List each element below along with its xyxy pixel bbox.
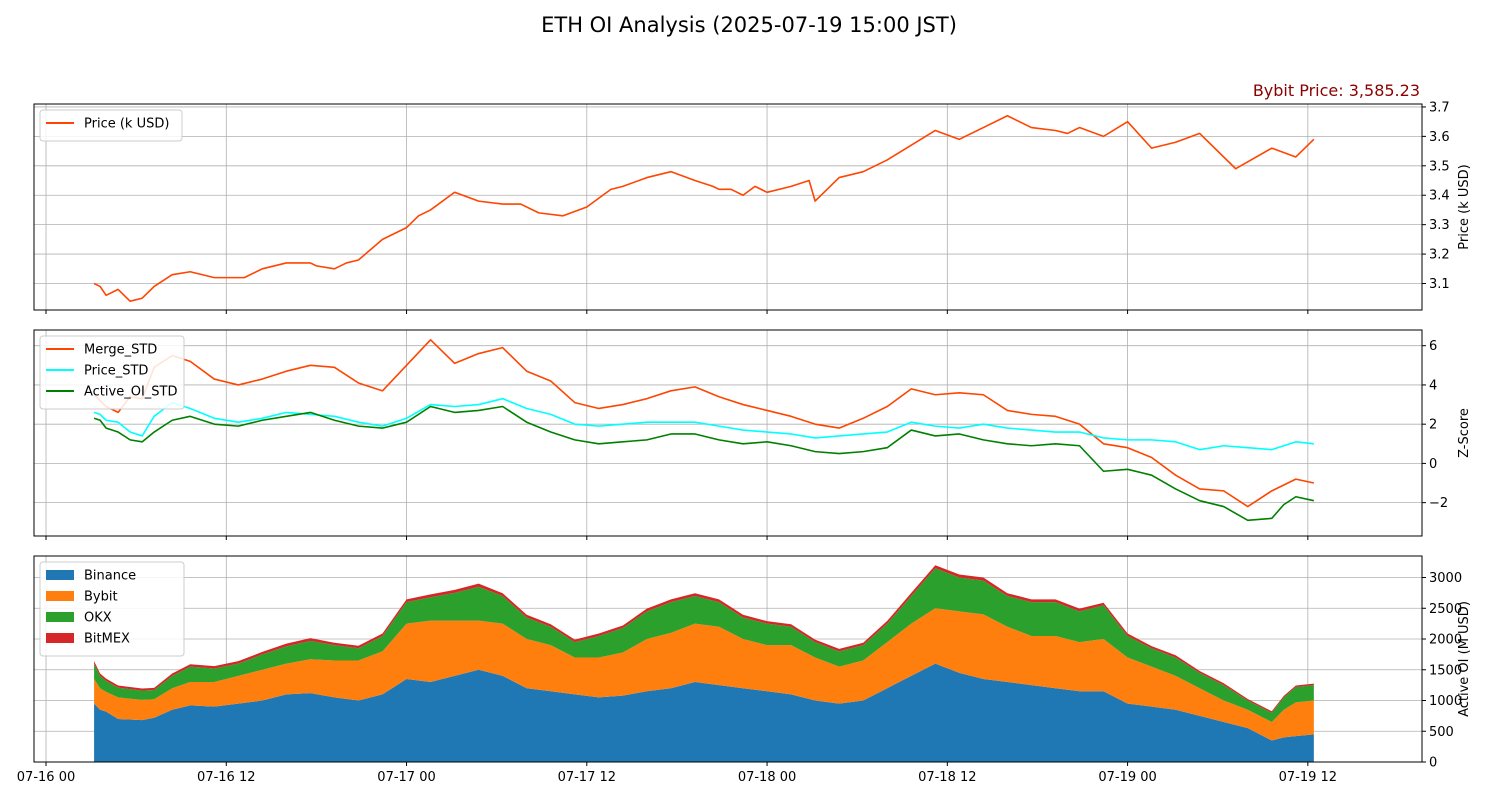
line-price-std [93,397,1314,451]
area-okx [94,568,1314,723]
legend-swatch [46,612,74,622]
area-binance [94,663,1314,762]
axes-frame [33,103,1423,311]
y-tick-label: 0 [1429,457,1437,472]
y-tick-label: 3.2 [1429,248,1450,263]
x-tick-label: 07-16 00 [17,770,75,785]
y-tick-label: 0 [1429,756,1437,771]
y-tick-label: −2 [1429,496,1448,511]
x-tick-label: 07-16 12 [197,770,255,785]
y-tick-label: 3.6 [1429,130,1450,145]
legend: Binance Bybit OKX BitMEX [39,561,185,657]
axes-frame [33,555,1423,763]
x-tick-label: 07-18 12 [918,770,976,785]
line-price-k-usd- [93,114,1315,302]
x-tick-label: 07-19 00 [1098,770,1156,785]
legend-label: OKX [84,611,112,626]
area-bybit [94,608,1314,741]
legend-swatch [46,591,74,601]
y-tick-label: 3.7 [1429,100,1450,115]
legend-box [39,561,185,657]
bybit-price-label: Bybit Price: 3,585.23 [1253,81,1420,100]
y-tick-label: 500 [1429,725,1454,740]
legend-label: Binance [84,569,136,584]
legend-swatch [46,633,74,643]
y-tick-label: 3000 [1429,571,1462,586]
x-tick-label: 07-18 00 [738,770,796,785]
legend: Merge_STD Price_STD Active_OI_STD [39,335,185,410]
legend-label: Price (k USD) [84,117,169,132]
y-tick-label: 2 [1429,418,1437,433]
y-tick-label: 1500 [1429,663,1462,678]
line-active-oi-std [93,405,1315,522]
x-tick-label: 07-17 00 [377,770,435,785]
x-tick-label: 07-19 12 [1279,770,1337,785]
y-tick-label: 3.5 [1429,159,1450,174]
legend: Price (k USD) [39,109,183,142]
panels: 3.1 3.2 3.3 3.4 3.5 3.6 3.7 Price (k USD) Price … [17,100,1472,785]
price-panel: 3.1 3.2 3.3 3.4 3.5 3.6 3.7 Price (k USD) Price … [33,100,1472,314]
legend-label: Active_OI_STD [84,385,177,400]
line-merge-std [93,339,1315,508]
legend-label: Bybit [84,590,118,605]
oi-panel: 0 500 1000 1500 2000 2500 3000 Active OI (M USD… [17,555,1472,785]
y-tick-label: 1000 [1429,694,1462,709]
y-axis-label: Price (k USD) [1457,164,1472,249]
y-tick-label: 2000 [1429,633,1462,648]
y-tick-label: 3.1 [1429,277,1450,292]
legend-label: BitMEX [84,632,130,647]
chart-title: ETH OI Analysis (2025-07-19 15:00 JST) [541,13,957,37]
y-axis-label: Active OI (M USD) [1457,601,1472,717]
y-tick-label: 4 [1429,378,1437,393]
axes-frame [33,329,1423,537]
y-tick-label: 2500 [1429,602,1462,617]
legend-label: Price_STD [84,364,148,379]
y-tick-label: 6 [1429,339,1437,354]
plot-area [93,114,1315,302]
legend-swatch [46,570,74,580]
y-tick-label: 3.3 [1429,218,1450,233]
legend-box [39,335,185,410]
y-axis-label: Z-Score [1457,408,1472,458]
legend-label: Merge_STD [84,343,157,358]
y-tick-label: 3.4 [1429,189,1450,204]
legend-box [39,109,183,142]
plot-area [93,339,1315,522]
zscore-panel: −2 0 2 4 6 Z-Score Merge_STD Price_STD Active_OI… [33,329,1472,540]
x-tick-label: 07-17 12 [558,770,616,785]
plot-area [94,565,1314,762]
